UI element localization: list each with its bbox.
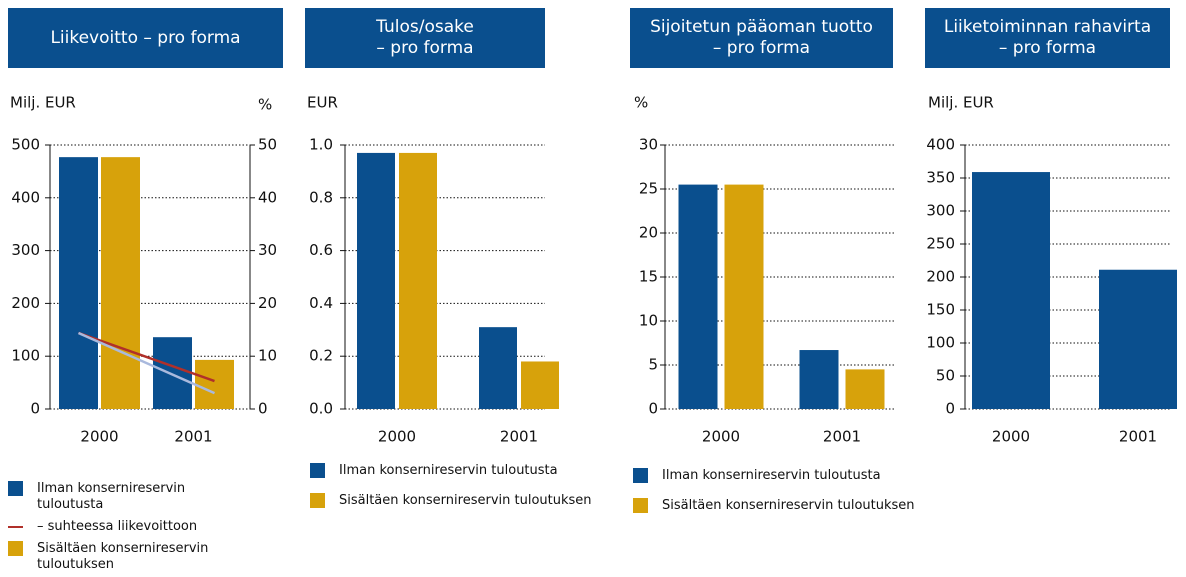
y2-tick-label: 0 — [258, 400, 268, 418]
bar — [799, 350, 839, 409]
y-axis-label: Milj. EUR — [10, 94, 76, 112]
legend-label: Ilman konsernireservin tuloutusta — [339, 463, 558, 478]
y-tick-label: 0.0 — [309, 400, 333, 418]
line — [77, 331, 216, 395]
legend-swatch — [633, 498, 648, 513]
bar — [357, 152, 395, 410]
legend-item: Sisältäen konsernireservin tuloutuksen — [310, 493, 630, 509]
y-tick-label: 10 — [639, 312, 658, 330]
y-tick-label: 400 — [926, 136, 955, 154]
legend-item: Ilman konsernireservin tuloutusta — [633, 468, 953, 484]
legend-swatch — [8, 526, 23, 528]
bar — [724, 184, 764, 409]
y-tick-label: 200 — [926, 268, 955, 286]
y-tick-label: 0 — [30, 400, 40, 418]
legend-label: Sisältäen konsernireservin tuloutuksen — [37, 541, 209, 572]
y-tick-label: 350 — [926, 169, 955, 187]
y-axis-label: Milj. EUR — [928, 94, 994, 112]
y2-tick-label: 30 — [258, 241, 277, 259]
bar — [59, 157, 98, 409]
y-tick-label: 100 — [926, 334, 955, 352]
legend-label: Ilman konsernireservin tuloutusta — [37, 481, 186, 512]
legend-item: Ilman konsernireservin tuloutusta — [8, 481, 298, 513]
y-tick-label: 50 — [936, 367, 955, 385]
y-tick-label: 300 — [926, 202, 955, 220]
bar — [399, 152, 437, 410]
x-tick-label: 2000 — [992, 428, 1030, 446]
legend-label: Sisältäen konsernireservin tuloutuksen — [339, 493, 592, 508]
y-axis-label: EUR — [307, 94, 338, 112]
bar — [521, 361, 559, 409]
y-tick-label: 0.2 — [309, 347, 333, 365]
y2-axis-label: % — [258, 96, 272, 114]
y-tick-label: 250 — [926, 235, 955, 253]
legend-item: Sisältäen konsernireservin tuloutuksen — [8, 541, 298, 573]
legend: Ilman konsernireservin tuloutusta Sisältä… — [310, 463, 630, 523]
bar — [101, 157, 140, 409]
legend-swatch — [8, 541, 23, 556]
y-tick-label: 25 — [639, 180, 658, 198]
legend-label: Sisältäen konsernireservin tuloutuksen — [662, 498, 915, 513]
y-tick-label: 300 — [11, 241, 40, 259]
bar — [195, 359, 234, 409]
y-tick-label: 500 — [11, 136, 40, 154]
y-tick-label: 5 — [648, 356, 658, 374]
y-tick-label: 15 — [639, 268, 658, 286]
y-tick-label: 200 — [11, 294, 40, 312]
bar — [479, 327, 517, 409]
y2-tick-label: 10 — [258, 347, 277, 365]
bar — [972, 172, 1050, 409]
y2-tick-label: 50 — [258, 136, 277, 154]
legend-item: – suhteessa liikevoittoon — [8, 519, 298, 535]
y-tick-label: 0.4 — [309, 294, 333, 312]
chart-title: Sijoitetun pääoman tuotto – pro forma — [630, 8, 893, 68]
bar — [845, 369, 885, 409]
legend-swatch — [633, 468, 648, 483]
y-tick-label: 0 — [945, 400, 955, 418]
y-tick-label: 0.6 — [309, 241, 333, 259]
legend-label: Ilman konsernireservin tuloutusta — [662, 468, 881, 483]
legend-swatch — [310, 463, 325, 478]
y2-tick-label: 40 — [258, 188, 277, 206]
legend: Ilman konsernireservin tuloutusta Sisältä… — [633, 468, 953, 528]
y-tick-label: 150 — [926, 301, 955, 319]
x-tick-label: 2001 — [823, 428, 861, 446]
x-tick-label: 2001 — [174, 428, 212, 446]
x-tick-label: 2001 — [1119, 428, 1157, 446]
legend: Ilman konsernireservin tuloutusta – suhte… — [8, 481, 298, 577]
y-tick-label: 100 — [11, 347, 40, 365]
legend-swatch — [8, 481, 23, 496]
legend-label: – suhteessa liikevoittoon — [37, 519, 198, 534]
legend-item: Ilman konsernireservin tuloutusta — [310, 463, 630, 479]
x-tick-label: 2000 — [80, 428, 118, 446]
legend-swatch — [310, 493, 325, 508]
y-tick-label: 30 — [639, 136, 658, 154]
x-tick-label: 2001 — [500, 428, 538, 446]
legend-item: Sisältäen konsernireservin tuloutuksen — [633, 498, 953, 514]
chart-title: Liiketoiminnan rahavirta – pro forma — [925, 8, 1170, 68]
line — [78, 331, 215, 383]
bar — [1099, 269, 1177, 409]
chart-title: Tulos/osake – pro forma — [305, 8, 545, 68]
bar — [678, 184, 718, 409]
y-tick-label: 0 — [648, 400, 658, 418]
x-tick-label: 2000 — [378, 428, 416, 446]
y-tick-label: 1.0 — [309, 136, 333, 154]
y2-tick-label: 20 — [258, 294, 277, 312]
bar — [153, 337, 192, 409]
y-tick-label: 0.8 — [309, 188, 333, 206]
y-tick-label: 400 — [11, 188, 40, 206]
chart-title: Liikevoitto – pro forma — [8, 8, 283, 68]
x-tick-label: 2000 — [702, 428, 740, 446]
y-axis-label: % — [634, 94, 648, 112]
y-tick-label: 20 — [639, 224, 658, 242]
